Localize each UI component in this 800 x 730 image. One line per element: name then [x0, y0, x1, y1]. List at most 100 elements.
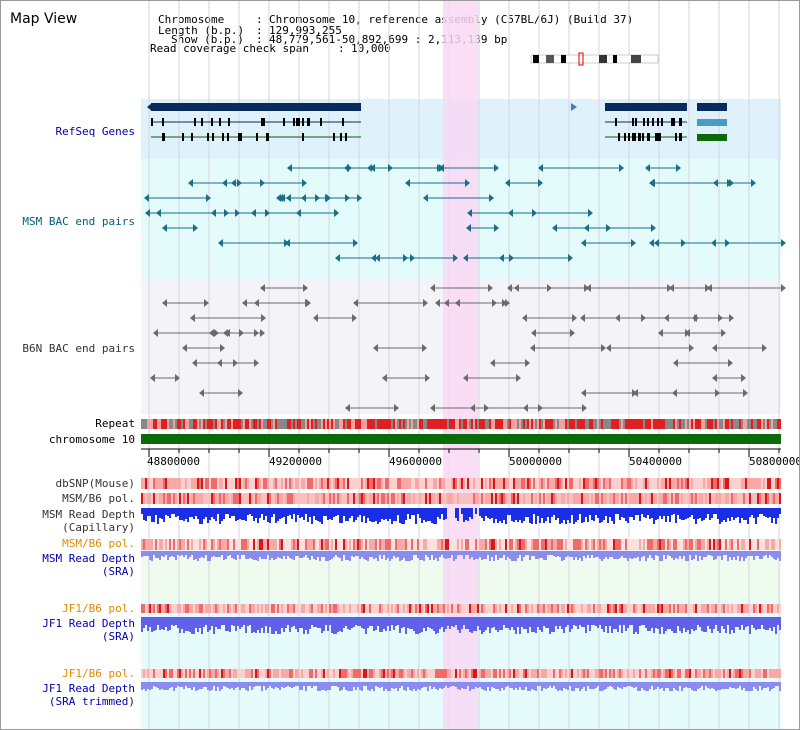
- track-label-jf1-depth-trimmed: JF1 Read Depth (SRA trimmed): [42, 682, 135, 708]
- b6n-bac-end-arrow: [220, 344, 225, 352]
- msm-depth-sra-bar: [445, 551, 447, 559]
- repeat-segment: [419, 419, 421, 429]
- msm-b6-pol-sra-heat-cell: [297, 539, 299, 550]
- jf1-depth-trimmed-bar: [623, 682, 625, 687]
- jf1-b6-pol-trim-heat-cell: [617, 669, 619, 678]
- msm-depth-capillary-bar: [379, 508, 381, 522]
- dbsnp-heat-cell: [209, 478, 211, 489]
- msm-b6-pol-sra-heat-cell: [153, 539, 155, 550]
- jf1-b6-pol-trim-heat-cell: [231, 669, 233, 678]
- jf1-depth-trimmed-bar: [673, 682, 675, 688]
- jf1-depth-trimmed-bar: [539, 682, 541, 686]
- msm-b6-pol-sra-heat-cell: [193, 539, 195, 550]
- jf1-b6-pol-heat-cell: [713, 604, 715, 613]
- jf1-depth-trimmed-bar: [569, 682, 571, 686]
- msm-depth-capillary-bar: [607, 508, 609, 523]
- jf1-depth-sra-bar: [413, 617, 415, 631]
- b6n-bac-end-arrow: [306, 299, 311, 307]
- repeat-segment: [193, 419, 195, 429]
- jf1-depth-sra-bar: [227, 617, 229, 631]
- msm-b6-pol-heat-cell: [761, 493, 763, 504]
- msm-depth-sra-bar: [773, 551, 775, 559]
- dbsnp-heat-cell: [479, 478, 481, 489]
- msm-b6-pol-sra-heat-cell: [317, 539, 319, 550]
- msm-b6-pol-heat-cell: [327, 493, 329, 504]
- jf1-depth-trimmed-bar: [661, 682, 663, 688]
- msm-b6-pol-sra-heat-cell: [345, 539, 347, 550]
- jf1-b6-pol-trim-heat-cell: [411, 669, 413, 678]
- jf1-depth-trimmed-bar: [429, 682, 431, 686]
- msm-depth-capillary-bar: [481, 508, 483, 518]
- dbsnp-heat-cell: [309, 478, 311, 489]
- b6n-bac-end-arrow: [423, 299, 428, 307]
- jf1-b6-pol-heat-cell: [435, 604, 437, 613]
- jf1-depth-trimmed-bar: [443, 682, 445, 688]
- msm-depth-capillary-bar: [661, 508, 663, 519]
- msm-depth-sra-bar: [171, 551, 173, 556]
- exon-mark: [634, 133, 636, 141]
- exon-mark: [207, 133, 209, 141]
- msm-depth-sra-bar: [227, 551, 229, 556]
- msm-depth-sra-bar: [329, 551, 331, 560]
- jf1-depth-sra-bar: [347, 617, 349, 629]
- repeat-segment: [191, 419, 193, 429]
- msm-depth-capillary-bar: [285, 508, 287, 524]
- jf1-b6-pol-trim-heat-cell: [565, 669, 567, 678]
- jf1-b6-pol-heat-cell: [537, 604, 539, 613]
- jf1-b6-pol-trim-heat-cell: [777, 669, 779, 678]
- dbsnp-heat-cell: [659, 478, 661, 489]
- axis-tick-label: 49200000: [269, 455, 322, 468]
- msm-depth-capillary-bar: [205, 508, 207, 517]
- dbsnp-heat-cell: [187, 478, 189, 489]
- dbsnp-heat-cell: [331, 478, 333, 489]
- jf1-b6-pol-trim-heat-cell: [679, 669, 681, 678]
- jf1-depth-sra-bar: [285, 617, 287, 628]
- repeat-segment: [671, 419, 673, 429]
- jf1-depth-sra-bar: [749, 617, 751, 634]
- repeat-segment: [345, 419, 347, 429]
- msm-depth-capillary-bar: [655, 508, 657, 520]
- msm-b6-pol-heat-cell: [483, 493, 485, 504]
- msm-depth-capillary-bar: [173, 508, 175, 514]
- msm-depth-capillary-bar: [243, 508, 245, 520]
- repeat-segment: [309, 419, 311, 429]
- repeat-segment: [483, 419, 485, 429]
- jf1-depth-sra-bar: [211, 617, 213, 626]
- repeat-segment: [611, 419, 613, 429]
- msm-depth-capillary-bar: [621, 508, 623, 517]
- msm-b6-pol-sra-heat-cell: [211, 539, 213, 550]
- jf1-depth-sra-bar: [255, 617, 257, 633]
- msm-b6-pol-heat-cell: [173, 493, 175, 504]
- jf1-b6-pol-heat-cell: [777, 604, 779, 613]
- b6n-bac-end-arrow: [715, 389, 720, 397]
- jf1-depth-sra-bar: [475, 617, 477, 631]
- msm-b6-pol-heat-cell: [679, 493, 681, 504]
- jf1-b6-pol-heat-cell: [341, 604, 343, 613]
- exon-mark: [240, 133, 242, 141]
- jf1-depth-trimmed-bar: [687, 682, 689, 688]
- dbsnp-heat-cell: [509, 478, 511, 489]
- jf1-depth-trimmed-bar: [483, 682, 485, 690]
- jf1-depth-sra-bar: [607, 617, 609, 633]
- msm-bac-end-arrow: [631, 239, 636, 247]
- msm-b6-pol-heat-cell: [663, 493, 665, 504]
- msm-depth-sra-bar: [355, 551, 357, 556]
- jf1-depth-sra-bar: [639, 617, 641, 626]
- msm-depth-capillary-bar: [403, 508, 405, 524]
- jf1-depth-sra-bar: [263, 617, 265, 633]
- jf1-b6-pol-trim-heat-cell: [153, 669, 155, 678]
- msm-depth-capillary-bar: [349, 508, 351, 518]
- msm-depth-capillary-bar: [749, 508, 751, 517]
- jf1-depth-sra-bar: [315, 617, 317, 627]
- msm-b6-pol-heat-cell: [473, 493, 475, 504]
- jf1-depth-sra-bar: [659, 617, 661, 634]
- jf1-b6-pol-trim-heat-cell: [695, 669, 697, 678]
- jf1-depth-sra-bar: [775, 617, 777, 634]
- dbsnp-heat-cell: [573, 478, 575, 489]
- msm-b6-pol-sra-heat-cell: [301, 539, 303, 550]
- jf1-b6-pol-trim-heat-cell: [189, 669, 191, 678]
- jf1-depth-sra-bar: [721, 617, 723, 626]
- repeat-segment: [469, 419, 471, 429]
- msm-b6-pol-sra-heat-cell: [173, 539, 175, 550]
